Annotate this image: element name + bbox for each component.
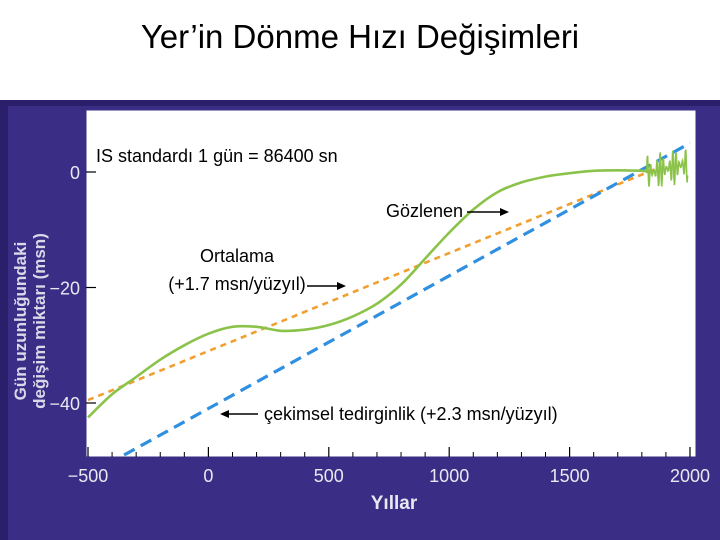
series-tidal-line bbox=[123, 141, 691, 457]
annotation-average-line-2: (+1.7 msn/yüzyıl) bbox=[168, 274, 306, 294]
y-axis-label-line-2: değişim miktarı (msn) bbox=[30, 233, 49, 409]
series-layer bbox=[87, 141, 691, 457]
slide-title: Yer’in Dönme Hızı Değişimleri bbox=[140, 18, 580, 55]
chart-svg: Gün uzunluğundaki değişim miktarı (msn) … bbox=[8, 106, 720, 540]
series-observed-fluctuation bbox=[645, 149, 689, 187]
annotation-observed: Gözlenen bbox=[386, 201, 463, 221]
y-tick-label: −40 bbox=[49, 394, 80, 414]
observed-arrow-head bbox=[500, 208, 509, 216]
y-axis-label: Gün uzunluğundaki değişim miktarı (msn) bbox=[11, 233, 49, 409]
series-average-line bbox=[87, 168, 655, 402]
x-tick-label: 500 bbox=[314, 466, 344, 486]
y-tick-label: −20 bbox=[49, 279, 80, 299]
annotation-standard: IS standardı 1 gün = 86400 sn bbox=[96, 146, 338, 166]
series-observed-line bbox=[87, 168, 655, 419]
x-tick-label: 2000 bbox=[670, 466, 710, 486]
average-arrow-head bbox=[337, 282, 346, 290]
chart-frame: Gün uzunluğundaki değişim miktarı (msn) … bbox=[0, 100, 720, 540]
plot-area bbox=[85, 109, 697, 458]
y-tick-label: 0 bbox=[70, 163, 80, 183]
x-tick-label: 0 bbox=[203, 466, 213, 486]
x-axis-label: Yıllar bbox=[371, 493, 418, 514]
y-axis-label-line-1: Gün uzunluğundaki bbox=[11, 242, 30, 401]
x-tick-label: 1500 bbox=[550, 466, 590, 486]
annotation-tidal: çekimsel tedirginlik (+2.3 msn/yüzyıl) bbox=[264, 404, 558, 424]
annotations: IS standardı 1 gün = 86400 sn Gözlenen O… bbox=[96, 146, 558, 424]
x-tick-label: 1000 bbox=[429, 466, 469, 486]
tidal-arrow-head bbox=[220, 410, 229, 418]
annotation-average-line-1: Ortalama bbox=[200, 246, 275, 266]
ticks-layer: 0 −20 −40 −500 0 500 1000 1500 2000 bbox=[49, 163, 710, 486]
x-tick-label: −500 bbox=[68, 466, 109, 486]
